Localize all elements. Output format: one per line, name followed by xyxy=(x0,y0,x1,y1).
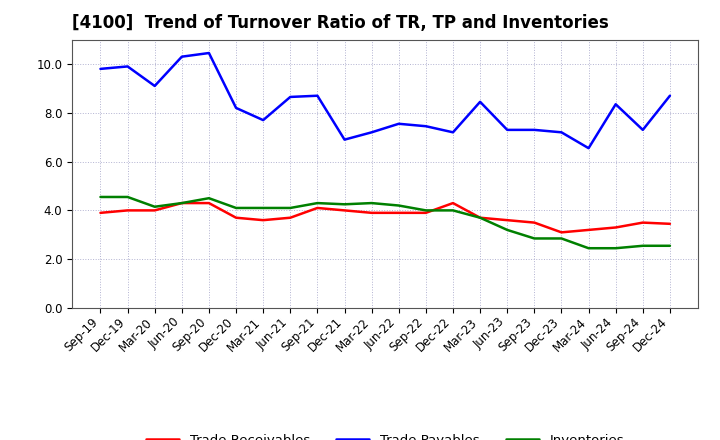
Trade Payables xyxy=(530,127,539,132)
Inventories xyxy=(150,204,159,209)
Trade Receivables xyxy=(530,220,539,225)
Line: Trade Receivables: Trade Receivables xyxy=(101,203,670,232)
Trade Receivables xyxy=(123,208,132,213)
Inventories xyxy=(421,208,430,213)
Legend: Trade Receivables, Trade Payables, Inventories: Trade Receivables, Trade Payables, Inven… xyxy=(140,427,631,440)
Inventories xyxy=(395,203,403,208)
Trade Payables xyxy=(341,137,349,142)
Trade Payables xyxy=(449,130,457,135)
Trade Receivables xyxy=(367,210,376,216)
Trade Payables xyxy=(639,127,647,132)
Trade Payables xyxy=(232,105,240,110)
Trade Receivables xyxy=(96,210,105,216)
Inventories xyxy=(530,236,539,241)
Trade Payables xyxy=(204,50,213,55)
Inventories xyxy=(259,205,268,211)
Inventories xyxy=(341,202,349,207)
Trade Payables xyxy=(503,127,511,132)
Trade Receivables xyxy=(639,220,647,225)
Inventories xyxy=(367,201,376,206)
Trade Receivables xyxy=(476,215,485,220)
Trade Receivables xyxy=(150,208,159,213)
Inventories xyxy=(665,243,674,249)
Inventories xyxy=(313,201,322,206)
Trade Receivables xyxy=(584,227,593,233)
Text: [4100]  Trend of Turnover Ratio of TR, TP and Inventories: [4100] Trend of Turnover Ratio of TR, TP… xyxy=(72,15,608,33)
Trade Receivables xyxy=(611,225,620,230)
Inventories xyxy=(557,236,566,241)
Trade Payables xyxy=(367,130,376,135)
Trade Payables xyxy=(395,121,403,126)
Trade Payables xyxy=(584,146,593,151)
Trade Receivables xyxy=(421,210,430,216)
Trade Payables xyxy=(557,130,566,135)
Inventories xyxy=(611,246,620,251)
Trade Payables xyxy=(476,99,485,104)
Trade Payables xyxy=(665,93,674,99)
Trade Receivables xyxy=(232,215,240,220)
Trade Payables xyxy=(259,117,268,123)
Inventories xyxy=(503,227,511,233)
Inventories xyxy=(232,205,240,211)
Trade Payables xyxy=(96,66,105,72)
Inventories xyxy=(584,246,593,251)
Line: Trade Payables: Trade Payables xyxy=(101,53,670,148)
Trade Payables xyxy=(611,102,620,107)
Trade Receivables xyxy=(503,217,511,223)
Trade Payables xyxy=(313,93,322,99)
Trade Payables xyxy=(421,124,430,129)
Trade Receivables xyxy=(665,221,674,227)
Trade Payables xyxy=(150,83,159,88)
Trade Payables xyxy=(123,64,132,69)
Inventories xyxy=(96,194,105,200)
Line: Inventories: Inventories xyxy=(101,197,670,248)
Inventories xyxy=(178,201,186,206)
Inventories xyxy=(639,243,647,249)
Inventories xyxy=(123,194,132,200)
Trade Receivables xyxy=(395,210,403,216)
Inventories xyxy=(476,215,485,220)
Inventories xyxy=(204,195,213,201)
Trade Receivables xyxy=(204,201,213,206)
Trade Receivables xyxy=(178,201,186,206)
Trade Payables xyxy=(178,54,186,59)
Trade Receivables xyxy=(313,205,322,211)
Trade Receivables xyxy=(341,208,349,213)
Trade Receivables xyxy=(286,215,294,220)
Trade Receivables xyxy=(557,230,566,235)
Trade Payables xyxy=(286,94,294,99)
Trade Receivables xyxy=(449,201,457,206)
Inventories xyxy=(286,205,294,211)
Inventories xyxy=(449,208,457,213)
Trade Receivables xyxy=(259,217,268,223)
